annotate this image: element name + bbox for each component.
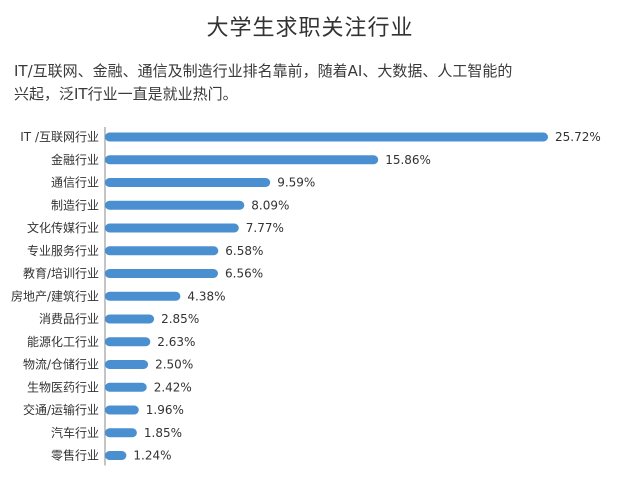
category-label-13: 交通/运输行业: [23, 402, 99, 417]
value-label-4: 8.09%: [251, 198, 289, 212]
category-label-2: 金融行业: [51, 152, 99, 167]
category-labels-group: IT /互联网行业金融行业通信行业制造行业文化传媒行业专业服务行业教育/培训行业…: [11, 130, 99, 463]
category-label-14: 汽车行业: [51, 425, 99, 440]
bar-3: [105, 178, 270, 187]
value-label-7: 6.56%: [225, 267, 263, 281]
bar-5: [105, 224, 239, 233]
bar-12: [105, 383, 147, 392]
category-label-3: 通信行业: [51, 176, 99, 190]
bar-13: [105, 406, 139, 415]
category-label-5: 文化传媒行业: [27, 220, 99, 235]
bar-10: [105, 337, 150, 346]
category-label-10: 能源化工行业: [27, 335, 99, 349]
bar-6: [105, 246, 218, 255]
value-label-12: 2.42%: [154, 380, 192, 394]
category-label-9: 消费品行业: [39, 312, 99, 326]
value-label-3: 9.59%: [277, 176, 315, 190]
category-label-6: 专业服务行业: [27, 243, 99, 258]
category-label-12: 生物医药行业: [27, 380, 99, 394]
bar-15: [105, 451, 126, 460]
category-label-11: 物流/仓储行业: [23, 357, 99, 372]
category-label-7: 教育/培训行业: [23, 266, 99, 281]
category-label-15: 零售行业: [51, 448, 99, 463]
bar-9: [105, 315, 154, 324]
bar-11: [105, 360, 148, 369]
value-label-5: 7.77%: [246, 221, 284, 235]
value-label-6: 6.58%: [225, 244, 263, 258]
value-label-10: 2.63%: [157, 335, 195, 349]
value-label-14: 1.85%: [144, 426, 182, 440]
value-label-1: 25.72%: [555, 130, 601, 144]
bar-chart: IT /互联网行业金融行业通信行业制造行业文化传媒行业专业服务行业教育/培训行业…: [0, 0, 620, 477]
bar-4: [105, 201, 244, 210]
bar-14: [105, 428, 137, 437]
value-label-2: 15.86%: [385, 153, 431, 167]
category-label-1: IT /互联网行业: [20, 130, 99, 144]
category-label-4: 制造行业: [51, 198, 99, 212]
value-label-9: 2.85%: [161, 312, 199, 326]
value-label-8: 4.38%: [187, 289, 225, 303]
bar-1: [105, 133, 548, 142]
value-label-15: 1.24%: [133, 449, 171, 463]
value-label-11: 2.50%: [155, 358, 193, 372]
bar-2: [105, 155, 378, 164]
bar-8: [105, 292, 180, 301]
value-label-13: 1.96%: [146, 403, 184, 417]
bar-7: [105, 269, 218, 278]
category-label-8: 房地产/建筑行业: [11, 288, 99, 303]
